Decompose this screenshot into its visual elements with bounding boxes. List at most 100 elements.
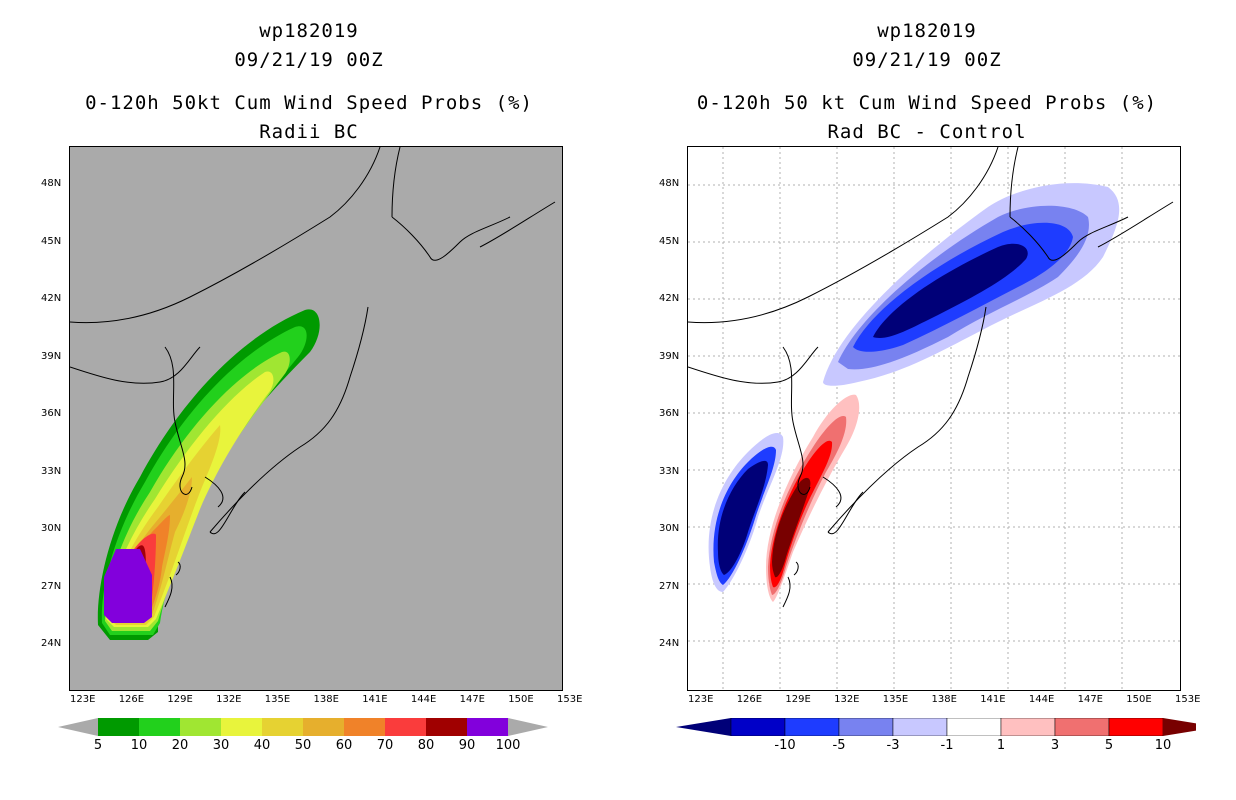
colorbar-segment xyxy=(221,718,262,736)
lon-label: 123E xyxy=(688,694,714,705)
left-map-svg xyxy=(70,147,556,640)
lon-label: 135E xyxy=(882,694,909,705)
left-coastlines xyxy=(70,147,556,608)
colorbar-label: 100 xyxy=(495,738,521,753)
colorbar-label: 20 xyxy=(171,738,189,753)
diff-contour-plus10 xyxy=(772,477,811,578)
colorbar-segment xyxy=(426,718,467,736)
lon-label: 126E xyxy=(118,694,145,705)
left-map-plot xyxy=(69,146,563,691)
lat-label: 36N xyxy=(41,408,62,419)
colorbar-segment xyxy=(892,718,948,736)
lon-label: 129E xyxy=(167,694,193,705)
lat-label: 39N xyxy=(41,350,62,362)
colorbar-end-high xyxy=(508,718,548,736)
colorbar-end-low xyxy=(58,718,98,736)
lat-label: 27N xyxy=(659,580,680,592)
colorbar-segment xyxy=(262,718,303,736)
colorbar-label: 50 xyxy=(294,738,312,753)
colorbar-label: 10 xyxy=(1154,738,1172,753)
colorbar-segment xyxy=(838,718,894,736)
right-panel: wp182019 09/21/19 00Z 0-120h 50 kt Cum W… xyxy=(618,0,1236,800)
right-title-config: Rad BC - Control xyxy=(827,121,1027,143)
colorbar-label: -3 xyxy=(886,738,900,753)
colorbar-segment xyxy=(344,718,385,736)
colorbar-segment xyxy=(139,718,180,736)
colorbar-segment xyxy=(180,718,221,736)
right-map-plot xyxy=(687,146,1181,691)
colorbar-end-low xyxy=(676,718,731,736)
lon-label: 129E xyxy=(785,694,811,705)
lon-label: 150E xyxy=(1126,694,1152,705)
colorbar-segment xyxy=(1108,718,1164,736)
lon-label: 126E xyxy=(736,694,763,705)
colorbar-label: 30 xyxy=(212,738,230,753)
right-title-field: 0-120h 50 kt Cum Wind Speed Probs (%) xyxy=(696,92,1158,114)
left-title-storm: wp182019 xyxy=(259,20,359,42)
colorbar-segment xyxy=(1000,718,1056,736)
prob-contour-90 xyxy=(104,549,152,623)
lon-label: 147E xyxy=(1077,694,1103,705)
colorbar-label: 80 xyxy=(417,738,435,753)
lat-label: 39N xyxy=(659,350,680,362)
lat-label: 27N xyxy=(41,580,62,592)
colorbar-label: -1 xyxy=(940,738,954,753)
lon-label: 132E xyxy=(216,694,242,705)
lat-label: 42N xyxy=(41,293,62,304)
right-colorbar xyxy=(676,718,1196,736)
right-title-date: 09/21/19 00Z xyxy=(852,49,1002,71)
colorbar-segment xyxy=(385,718,426,736)
lat-label: 42N xyxy=(659,293,680,304)
lon-label: 144E xyxy=(1028,694,1055,705)
colorbar-label: 40 xyxy=(253,738,271,753)
colorbar-segment xyxy=(98,718,139,736)
lat-label: 48N xyxy=(659,178,680,189)
colorbar-label: -10 xyxy=(774,738,796,753)
lat-label: 24N xyxy=(41,638,62,649)
colorbar-label: 10 xyxy=(130,738,148,753)
lon-label: 141E xyxy=(980,694,1006,705)
lat-label: 33N xyxy=(659,465,680,477)
lat-label: 45N xyxy=(41,235,62,247)
lat-label: 33N xyxy=(41,465,62,477)
left-title-date: 09/21/19 00Z xyxy=(234,49,384,71)
colorbar-label: 60 xyxy=(335,738,353,753)
colorbar-label: 70 xyxy=(376,738,394,753)
right-title-storm: wp182019 xyxy=(877,20,977,42)
lon-label: 123E xyxy=(70,694,96,705)
lat-label: 36N xyxy=(659,408,680,419)
colorbar-end-high xyxy=(1163,718,1196,736)
lon-label: 141E xyxy=(362,694,388,705)
diff-contour-minus10-ne xyxy=(873,243,1028,338)
lat-label: 48N xyxy=(41,178,62,189)
lon-label: 147E xyxy=(459,694,485,705)
colorbar-label: 90 xyxy=(458,738,476,753)
colorbar-segment xyxy=(1054,718,1110,736)
diff-contour-minus10-sw xyxy=(717,460,768,575)
lon-label: 150E xyxy=(508,694,534,705)
colorbar-segment xyxy=(730,718,786,736)
lon-label: 153E xyxy=(1175,694,1201,705)
left-title-config: Radii BC xyxy=(259,121,359,143)
colorbar-segment xyxy=(784,718,840,736)
lon-label: 138E xyxy=(313,694,339,705)
lat-label: 30N xyxy=(659,523,680,534)
colorbar-segment xyxy=(303,718,344,736)
colorbar-label: 1 xyxy=(996,738,1006,753)
right-map-svg xyxy=(688,147,1180,690)
colorbar-label: 5 xyxy=(1104,738,1114,753)
colorbar-segment xyxy=(467,718,508,736)
lat-label: 45N xyxy=(659,235,680,247)
lon-label: 132E xyxy=(834,694,860,705)
colorbar-label: -5 xyxy=(832,738,846,753)
colorbar-segment xyxy=(946,718,1002,736)
lat-label: 24N xyxy=(659,638,680,649)
colorbar-label: 3 xyxy=(1050,738,1060,753)
left-title-field: 0-120h 50kt Cum Wind Speed Probs (%) xyxy=(85,92,533,114)
left-panel: wp182019 09/21/19 00Z 0-120h 50kt Cum Wi… xyxy=(41,20,582,753)
left-colorbar xyxy=(58,718,548,736)
lon-label: 138E xyxy=(931,694,957,705)
lon-label: 135E xyxy=(264,694,291,705)
colorbar-label: 5 xyxy=(93,738,103,753)
lon-label: 144E xyxy=(410,694,437,705)
